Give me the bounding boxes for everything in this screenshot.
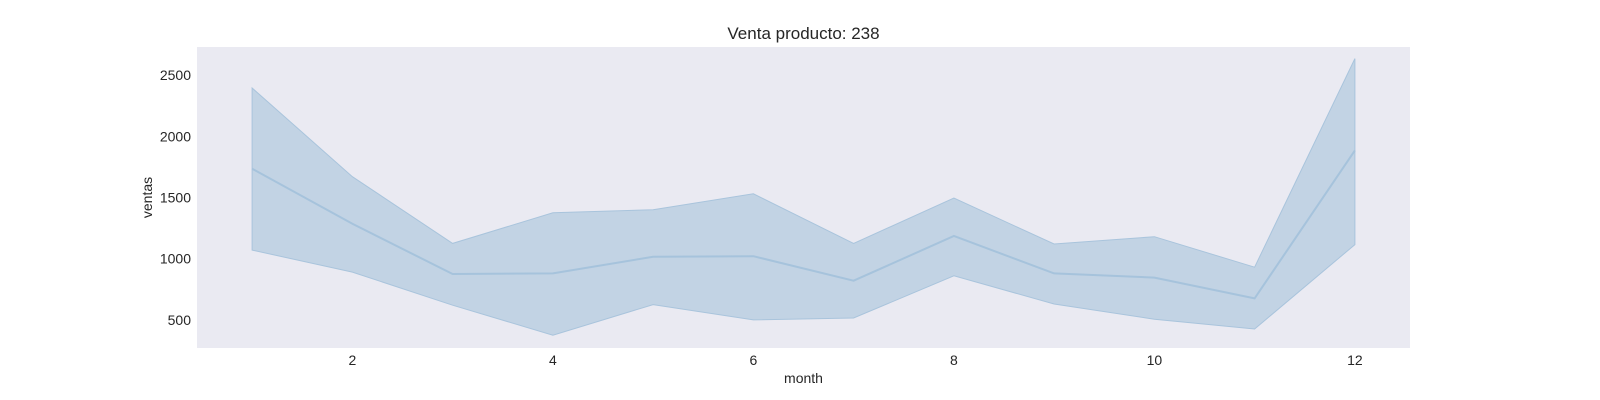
y-tick-label: 2500 <box>160 67 191 83</box>
x-tick-label: 2 <box>348 352 356 368</box>
confidence-band-layer <box>251 58 1356 336</box>
y-axis-ticks: 500 1000 1500 2000 2500 <box>160 67 191 328</box>
confidence-band <box>251 58 1356 336</box>
y-axis-label: ventas <box>139 177 155 218</box>
x-tick-label: 8 <box>950 352 958 368</box>
y-tick-label: 2000 <box>160 128 191 144</box>
x-axis-label: month <box>784 370 823 386</box>
chart-title: Venta producto: 238 <box>727 24 879 43</box>
series-line <box>251 149 1356 300</box>
y-tick-label: 500 <box>168 312 192 328</box>
y-tick-label: 1500 <box>160 190 191 206</box>
x-tick-label: 12 <box>1347 352 1363 368</box>
y-tick-label: 1000 <box>160 251 191 267</box>
series-line-layer <box>251 149 1356 300</box>
x-tick-label: 4 <box>549 352 557 368</box>
x-axis-ticks: 2 4 6 8 10 12 <box>348 352 1362 368</box>
x-tick-label: 6 <box>749 352 757 368</box>
x-tick-label: 10 <box>1147 352 1163 368</box>
